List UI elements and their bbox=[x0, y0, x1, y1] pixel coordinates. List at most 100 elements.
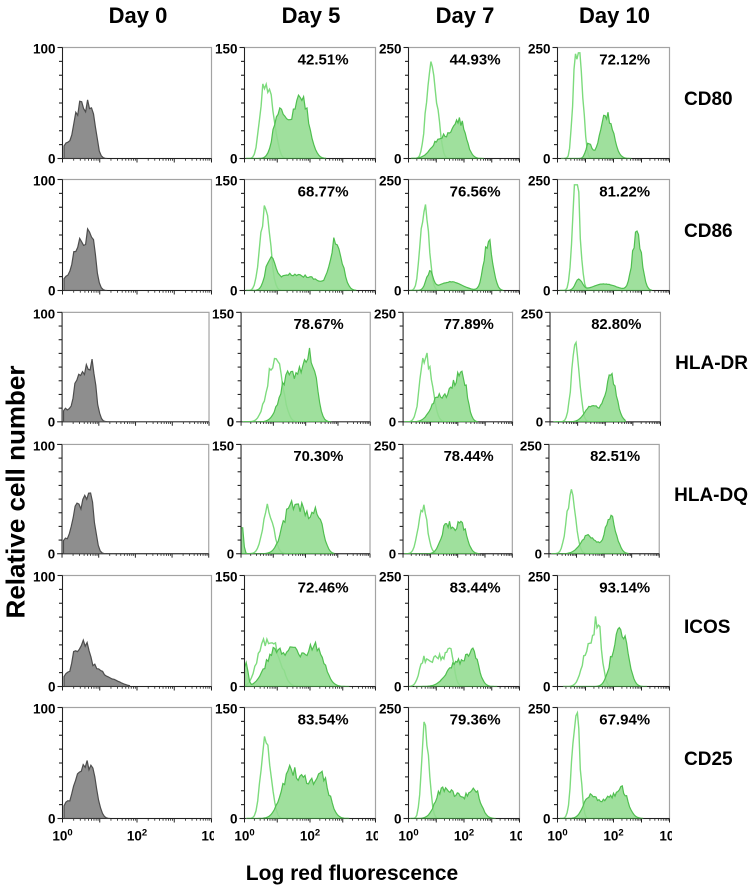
filled-gray-histogram bbox=[63, 99, 108, 159]
filled-green-histogram bbox=[245, 640, 350, 687]
y-max-label: 100 bbox=[33, 43, 56, 57]
filled-green-histogram bbox=[405, 370, 479, 422]
histograms bbox=[63, 99, 108, 159]
histograms bbox=[241, 498, 335, 554]
histogram-panel-HLA-DQ-Day7: 250 0 78.44% bbox=[374, 439, 513, 562]
y-zero-label: 0 bbox=[227, 415, 234, 430]
histogram-panel-HLA-DQ-Day0: 100 0 bbox=[33, 439, 210, 562]
filled-green-histogram bbox=[564, 112, 632, 159]
marker-row-HLA-DR: 100 0 150 0 78.67% 250 0 77.89% 250 0 82.80% HLA-DR bbox=[0, 307, 748, 439]
row-label-ICOS: ICOS bbox=[684, 617, 731, 638]
row-label-CD80: CD80 bbox=[684, 89, 733, 110]
open-control-histogram bbox=[409, 204, 453, 291]
histograms bbox=[403, 504, 480, 554]
histograms bbox=[553, 340, 626, 422]
percent-label: 79.36% bbox=[450, 712, 501, 729]
filled-green-histogram bbox=[247, 763, 350, 819]
plot-frame bbox=[556, 178, 671, 292]
percent-label: 82.51% bbox=[591, 449, 641, 465]
y-zero-label: 0 bbox=[48, 152, 56, 167]
open-control-histogram bbox=[245, 736, 297, 819]
y-zero-label: 0 bbox=[230, 680, 238, 695]
percent-label: 68.77% bbox=[298, 184, 349, 201]
column-header-day7: Day 7 bbox=[435, 3, 495, 28]
histogram-panel-HLA-DR-Day10: 250 0 82.80% bbox=[521, 307, 662, 430]
y-max-label: 250 bbox=[528, 175, 551, 189]
percent-label: 83.54% bbox=[298, 712, 349, 729]
y-max-label: 100 bbox=[33, 703, 56, 717]
y-max-label: 250 bbox=[374, 439, 396, 453]
open-control-histogram bbox=[409, 721, 453, 819]
y-max-label: 150 bbox=[215, 703, 238, 717]
y-max-label: 250 bbox=[520, 439, 542, 453]
filled-green-histogram bbox=[409, 238, 504, 291]
y-max-label: 250 bbox=[528, 571, 551, 585]
histogram-panel-CD80-Day7: 250 0 44.93% bbox=[379, 43, 521, 167]
histograms bbox=[409, 204, 504, 291]
x-tick-label: 100 bbox=[234, 828, 254, 844]
histogram-panel-CD86-Day10: 250 0 81.22% bbox=[528, 175, 671, 299]
histogram-panel-HLA-DR-Day0: 100 0 bbox=[33, 307, 210, 430]
y-max-label: 250 bbox=[528, 703, 551, 717]
column-header-day10: Day 10 bbox=[579, 3, 650, 28]
x-tick-label: 104 bbox=[365, 828, 378, 844]
histograms bbox=[245, 636, 350, 687]
y-zero-label: 0 bbox=[394, 284, 402, 299]
y-zero-label: 0 bbox=[543, 812, 551, 827]
histograms bbox=[242, 347, 333, 422]
y-zero-label: 0 bbox=[394, 152, 402, 167]
y-max-label: 250 bbox=[528, 43, 551, 57]
y-max-label: 250 bbox=[374, 307, 396, 321]
histograms bbox=[563, 616, 648, 687]
histograms bbox=[409, 721, 496, 819]
histogram-panel-CD80-Day10: 250 0 72.12% bbox=[528, 43, 671, 167]
y-zero-label: 0 bbox=[48, 680, 56, 695]
column-header-day0: Day 0 bbox=[108, 3, 168, 28]
column-header-day5: Day 5 bbox=[281, 3, 341, 28]
filled-green-histogram bbox=[404, 520, 480, 554]
histogram-panel-ICOS-Day5: 150 0 72.46% bbox=[215, 571, 377, 695]
percent-label: 78.67% bbox=[294, 317, 344, 333]
percent-label: 77.89% bbox=[444, 317, 494, 333]
y-max-label: 100 bbox=[33, 175, 56, 189]
histogram-panel-CD86-Day5: 150 0 68.77% bbox=[215, 175, 377, 299]
y-max-label: 250 bbox=[379, 43, 402, 57]
histogram-panel-CD80-Day0: 100 0 bbox=[33, 43, 213, 167]
y-axis-label: Relative cell number bbox=[0, 365, 31, 619]
row-label-CD25: CD25 bbox=[684, 749, 733, 770]
y-zero-label: 0 bbox=[230, 284, 238, 299]
filled-green-histogram bbox=[414, 647, 498, 687]
x-tick-label: 104 bbox=[201, 828, 214, 844]
histograms bbox=[62, 492, 107, 554]
filled-green-histogram bbox=[552, 514, 630, 554]
filled-gray-histogram bbox=[62, 358, 110, 422]
open-control-histogram bbox=[551, 489, 603, 554]
histogram-panel-CD25-Day0: 1000100102104 bbox=[33, 703, 214, 844]
plot-frame bbox=[407, 178, 521, 292]
y-zero-label: 0 bbox=[227, 547, 234, 562]
filled-green-histogram bbox=[244, 347, 333, 422]
y-zero-label: 0 bbox=[543, 284, 551, 299]
filled-green-histogram bbox=[410, 786, 496, 819]
histograms bbox=[245, 736, 350, 819]
histogram-panel-CD25-Day7: 250 0 79.36% 100 102 104 bbox=[379, 703, 522, 844]
filled-gray-histogram bbox=[63, 760, 111, 819]
x-tick-label: 102 bbox=[454, 828, 474, 844]
open-control-histogram bbox=[559, 184, 603, 291]
percent-label: 83.44% bbox=[450, 580, 501, 597]
percent-label: 42.51% bbox=[298, 52, 349, 69]
histograms bbox=[63, 227, 108, 291]
filled-green-histogram bbox=[559, 230, 653, 291]
y-max-label: 150 bbox=[215, 175, 238, 189]
x-tick-label: 100 bbox=[52, 828, 72, 844]
histograms bbox=[245, 81, 327, 159]
histogram-panel-ICOS-Day7: 250 0 83.44% bbox=[379, 571, 521, 695]
histogram-panel-HLA-DR-Day7: 250 0 77.89% bbox=[374, 307, 514, 430]
y-zero-label: 0 bbox=[394, 680, 402, 695]
histogram-grid: 100 0 150 0 42.51% 250 0 44.93% 250 0 72.12% CD80 10… bbox=[0, 43, 748, 858]
row-label-HLA-DR: HLA-DR bbox=[675, 353, 748, 374]
open-control-histogram bbox=[403, 504, 452, 554]
open-control-histogram bbox=[245, 81, 304, 159]
x-tick-label: 102 bbox=[603, 828, 623, 844]
